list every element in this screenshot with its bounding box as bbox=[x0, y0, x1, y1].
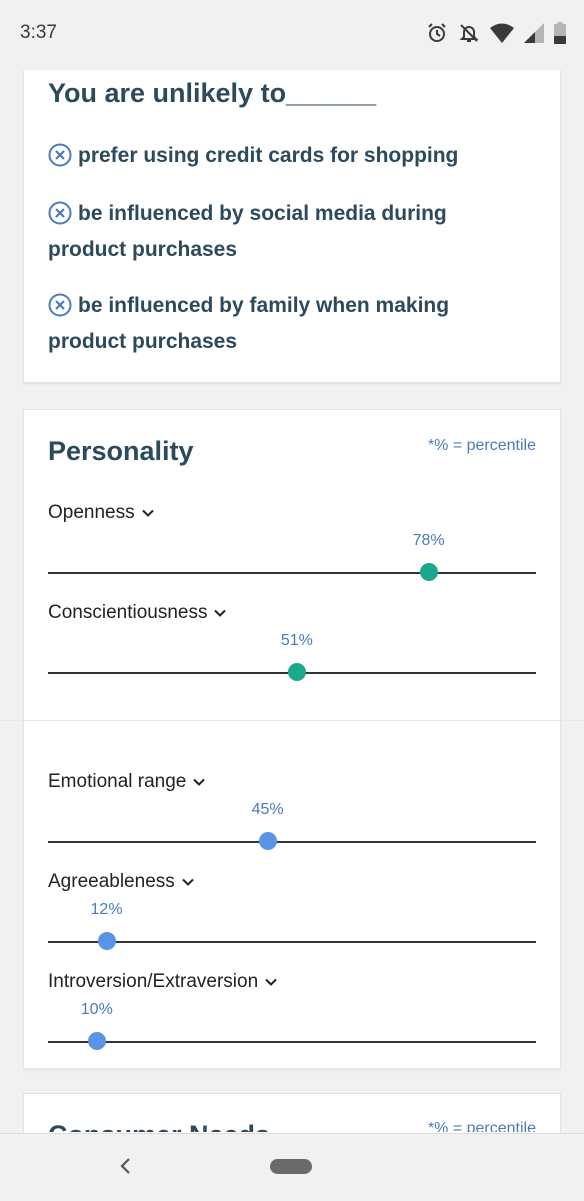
trait-slider-thumb bbox=[287, 663, 306, 681]
trait-label: Conscientiousness bbox=[48, 602, 208, 623]
personality-card: Personality *% = percentile Openness 78%… bbox=[0, 410, 584, 1068]
trait-introversion-extraversion: Introversion/Extraversion 10% bbox=[48, 971, 536, 1061]
alarm-icon bbox=[426, 22, 448, 44]
trait-percent: 12% bbox=[90, 901, 123, 918]
consumer-needs-title: Consumer Needs bbox=[48, 1120, 270, 1132]
home-pill-button[interactable] bbox=[270, 1159, 312, 1174]
wifi-icon bbox=[490, 23, 514, 43]
trait-percent: 10% bbox=[80, 1001, 113, 1018]
trait-emotional-range-toggle[interactable]: Emotional range bbox=[48, 771, 206, 793]
unlikely-item-text: prefer using credit cards for shopping bbox=[78, 144, 459, 167]
trait-percent: 45% bbox=[251, 801, 284, 818]
chevron-down-icon bbox=[193, 778, 206, 786]
battery-icon bbox=[554, 22, 566, 44]
unlikely-item: prefer using credit cards for shopping bbox=[48, 138, 518, 174]
unlikely-item-text: be influenced by social media during pro… bbox=[48, 202, 447, 261]
trait-slider-thumb bbox=[97, 932, 116, 950]
trait-label: Openness bbox=[48, 502, 135, 523]
trait-percent: 51% bbox=[280, 632, 313, 649]
chevron-down-icon bbox=[265, 978, 277, 986]
unlikely-item-text: be influenced by family when making prod… bbox=[48, 294, 450, 353]
x-circle-icon bbox=[48, 201, 72, 225]
trait-openness: Openness 78% bbox=[48, 502, 536, 592]
percentile-note: *% = percentile bbox=[427, 1120, 536, 1132]
signal-icon bbox=[524, 23, 544, 43]
trait-slider-thumb bbox=[87, 1032, 106, 1050]
trait-label: Introversion/Extraversion bbox=[48, 971, 259, 992]
percentile-note: *% = percentile bbox=[427, 437, 536, 454]
chevron-down-icon bbox=[182, 878, 194, 886]
trait-conscientiousness-toggle[interactable]: Conscientiousness bbox=[48, 602, 227, 624]
unlikely-item: be influenced by family when making prod… bbox=[48, 288, 518, 360]
section-divider bbox=[0, 720, 584, 721]
x-circle-icon bbox=[48, 143, 72, 167]
status-time: 3:37 bbox=[20, 22, 57, 43]
trait-label: Agreeableness bbox=[48, 871, 175, 892]
navigation-bar bbox=[0, 1133, 584, 1201]
trait-slider-track bbox=[48, 841, 536, 843]
trait-percent: 78% bbox=[412, 532, 445, 549]
unlikely-card: You are unlikely to______ prefer using c… bbox=[24, 70, 560, 382]
trait-slider-track bbox=[48, 1041, 536, 1043]
trait-slider-thumb bbox=[258, 832, 277, 850]
back-icon[interactable] bbox=[114, 1154, 138, 1178]
unlikely-item: be influenced by social media during pro… bbox=[48, 196, 518, 268]
trait-slider-track bbox=[48, 572, 536, 574]
status-icons bbox=[426, 22, 566, 44]
trait-emotional-range: Emotional range 45% bbox=[48, 771, 536, 861]
status-bar: 3:37 bbox=[0, 0, 584, 70]
trait-label: Emotional range bbox=[48, 771, 187, 792]
trait-agreeableness-toggle[interactable]: Agreeableness bbox=[48, 871, 195, 893]
trait-openness-toggle[interactable]: Openness bbox=[48, 502, 155, 524]
personality-title: Personality bbox=[48, 436, 194, 466]
x-circle-icon bbox=[48, 293, 72, 317]
trait-introversion-extraversion-toggle[interactable]: Introversion/Extraversion bbox=[48, 971, 278, 993]
chevron-down-icon bbox=[214, 609, 227, 617]
notifications-off-icon bbox=[458, 22, 480, 44]
trait-slider-track bbox=[48, 941, 536, 943]
trait-agreeableness: Agreeableness 12% bbox=[48, 871, 536, 961]
chevron-down-icon bbox=[141, 509, 154, 517]
trait-conscientiousness: Conscientiousness 51% bbox=[48, 602, 536, 692]
trait-slider-thumb bbox=[419, 563, 438, 581]
unlikely-title: You are unlikely to______ bbox=[48, 78, 377, 108]
